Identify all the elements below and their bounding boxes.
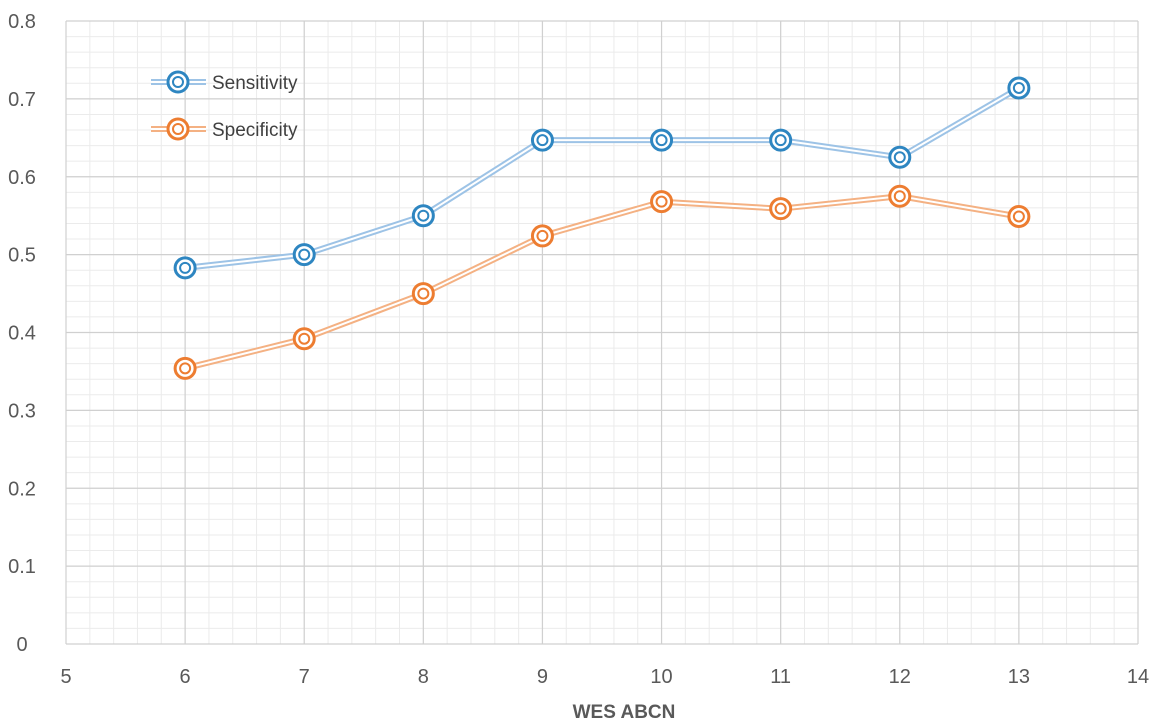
series-layer (173, 76, 1031, 380)
y-tick-label: 0.1 (8, 556, 36, 578)
sensitivity-point (530, 128, 554, 152)
legend: Sensitivity Specificity (151, 70, 298, 141)
marker-inner-ring (774, 202, 787, 215)
specificity-point (530, 224, 554, 248)
sensitivity-line-inner (184, 87, 1020, 269)
specificity-point (411, 282, 435, 306)
specificity-line-inner (184, 195, 1020, 370)
y-tick-label: 0.4 (8, 323, 36, 345)
legend-item-sensitivity: Sensitivity (151, 70, 298, 94)
marker-inner-ring (893, 190, 906, 203)
x-tick-label: 8 (418, 666, 429, 688)
y-tick-label: 0 (16, 634, 27, 656)
marker-inner-ring (172, 76, 184, 88)
x-tick-label: 11 (770, 666, 791, 688)
legend-item-specificity: Specificity (151, 117, 298, 141)
marker-inner-ring (298, 332, 311, 345)
x-tick-label: 9 (537, 666, 548, 688)
x-tick-label: 5 (60, 666, 71, 688)
marker-inner-ring (179, 362, 192, 375)
marker-inner-ring (1012, 81, 1025, 94)
x-tick-label: 6 (180, 666, 191, 688)
marker-inner-ring (417, 287, 430, 300)
specificity-point (769, 197, 793, 221)
specificity-point (650, 190, 674, 214)
marker-inner-ring (298, 248, 311, 261)
specificity-point (888, 184, 912, 208)
marker-inner-ring (179, 261, 192, 274)
marker-inner-ring (1012, 210, 1025, 223)
marker-inner-ring (655, 195, 668, 208)
sensitivity-point (888, 145, 912, 169)
specificity-point (173, 356, 197, 380)
y-tick-label: 0.8 (8, 11, 36, 33)
legend-label: Specificity (212, 120, 298, 141)
sensitivity-point (292, 243, 316, 267)
marker-inner-ring (893, 151, 906, 164)
sensitivity-point (411, 204, 435, 228)
legend-marker (166, 70, 190, 94)
y-tick-label: 0.6 (8, 167, 36, 189)
marker-inner-ring (172, 123, 184, 135)
x-tick-label: 7 (299, 666, 310, 688)
x-axis-ticks: 5 6 7 8 9 10 11 12 13 14 (60, 666, 1149, 688)
legend-marker (166, 117, 190, 141)
sensitivity-point (650, 128, 674, 152)
legend-label: Sensitivity (212, 73, 298, 94)
marker-inner-ring (536, 134, 549, 147)
x-tick-label: 14 (1127, 666, 1149, 688)
sensitivity-line-outer (184, 85, 1021, 271)
y-axis-ticks: 0 0.1 0.2 0.3 0.4 0.5 0.6 0.7 0.8 (8, 11, 36, 656)
major-grid (65, 20, 1139, 645)
x-tick-label: 12 (889, 666, 911, 688)
specificity-point (292, 327, 316, 351)
sensitivity-point (769, 128, 793, 152)
marker-inner-ring (536, 229, 549, 242)
y-tick-label: 0.3 (8, 400, 36, 422)
y-tick-label: 0.5 (8, 245, 36, 267)
specificity-point (1007, 204, 1031, 228)
marker-inner-ring (417, 209, 430, 222)
sensitivity-point (1007, 76, 1031, 100)
x-axis-title: WES ABCN (573, 702, 676, 723)
sensitivity-point (173, 256, 197, 280)
x-tick-label: 13 (1008, 666, 1030, 688)
y-tick-label: 0.7 (8, 89, 36, 111)
x-tick-label: 10 (650, 666, 672, 688)
marker-inner-ring (655, 134, 668, 147)
y-tick-label: 0.2 (8, 478, 36, 500)
marker-inner-ring (774, 134, 787, 147)
